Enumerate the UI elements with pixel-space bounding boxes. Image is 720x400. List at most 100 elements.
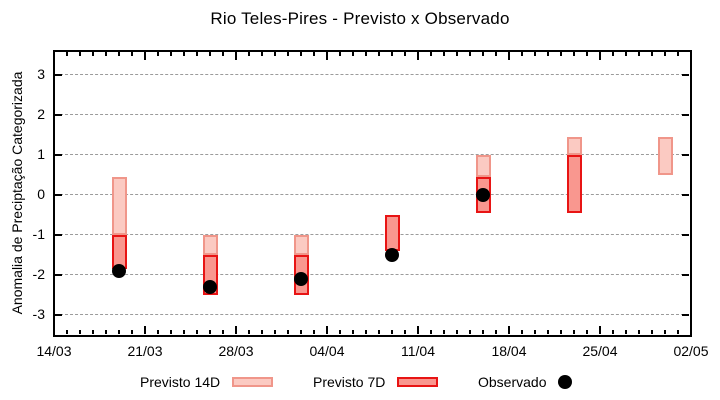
x-tick [391,330,393,334]
gridline [55,74,689,75]
x-tick [313,330,315,334]
x-tick [378,52,380,56]
x-tick [417,52,419,60]
x-tick [482,52,484,56]
x-tick [287,330,289,334]
x-tick [404,52,406,56]
observed-dot [476,188,490,202]
x-tick [66,330,68,334]
y-tick-label: 3 [37,66,45,82]
gridline [55,154,689,155]
x-tick [495,52,497,56]
forecast-14d-bar [566,137,582,155]
legend: Previsto 14D Previsto 7D Observado [0,368,720,396]
y-tick [55,154,62,156]
x-tick [274,330,276,334]
x-tick [352,330,354,334]
x-tick [157,330,159,334]
x-tick-label: 14/03 [36,343,72,359]
x-tick [222,330,224,334]
forecast-14d-bar [293,235,309,255]
x-tick [443,52,445,56]
y-tick [682,74,689,76]
x-tick [118,52,120,56]
x-tick [521,52,523,56]
x-tick-label: 18/04 [491,343,527,359]
x-tick [534,330,536,334]
y-tick [55,114,62,116]
x-tick [313,52,315,56]
forecast-7d-bar [566,155,582,213]
x-tick [547,330,549,334]
x-tick [365,330,367,334]
gridline [55,274,689,275]
x-tick [248,52,250,56]
x-tick [196,52,198,56]
x-tick [209,52,211,56]
x-tick [53,326,55,334]
x-tick [287,52,289,56]
x-tick [508,326,510,334]
y-tick [55,194,62,196]
x-tick [404,330,406,334]
x-tick [560,52,562,56]
x-tick [105,52,107,56]
x-tick [391,52,393,56]
plot-border [53,50,692,337]
x-tick [326,52,328,60]
legend-observado-dot [558,375,573,389]
legend-label-previsto-7d: Previsto 7D [313,374,386,390]
x-tick [677,52,679,56]
x-tick [365,52,367,56]
x-tick [612,330,614,334]
x-tick [430,52,432,56]
x-tick [300,330,302,334]
x-tick [443,330,445,334]
x-tick [209,330,211,334]
observed-dot [203,280,217,294]
y-tick-label: -2 [32,266,45,282]
observed-dot [294,272,308,286]
x-tick [586,330,588,334]
x-tick [508,52,510,60]
x-tick [638,330,640,334]
forecast-7d-bar [384,215,400,251]
x-tick [378,330,380,334]
x-tick [469,52,471,56]
y-tick [55,74,62,76]
x-tick-label: 25/04 [582,343,618,359]
x-tick [339,330,341,334]
x-tick [573,330,575,334]
x-tick [482,330,484,334]
x-tick [170,52,172,56]
x-tick [235,52,237,60]
y-tick [55,314,62,316]
legend-item-observado: Observado [478,368,573,396]
x-tick [261,52,263,56]
x-tick [183,52,185,56]
x-tick [547,52,549,56]
x-tick [625,52,627,56]
x-tick [92,330,94,334]
x-tick [79,330,81,334]
legend-swatch-previsto-7d [397,377,439,387]
y-tick [682,114,689,116]
forecast-14d-bar [475,155,491,177]
x-tick [118,330,120,334]
x-tick [638,52,640,56]
y-tick [682,234,689,236]
x-tick [235,326,237,334]
y-tick-label: 1 [37,146,45,162]
x-tick [690,52,692,60]
x-tick [183,330,185,334]
x-tick [326,326,328,334]
y-tick [682,274,689,276]
x-tick [222,52,224,56]
x-tick [339,52,341,56]
x-tick [430,330,432,334]
x-tick [573,52,575,56]
observed-dot [385,248,399,262]
x-tick-label: 21/03 [127,343,163,359]
